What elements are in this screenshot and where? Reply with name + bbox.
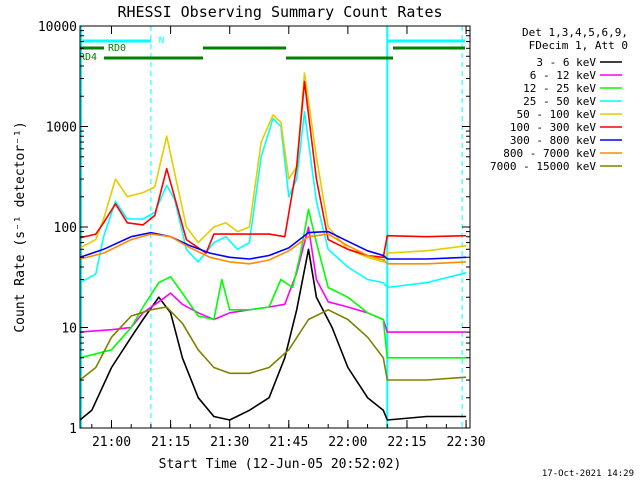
series-line-0 — [79, 248, 467, 421]
x-tick-label: 21:15 — [151, 435, 190, 450]
y-tick-label: 100 — [54, 221, 77, 236]
rd0-label: RD0 — [108, 43, 126, 54]
y-tick-label: 1 — [69, 422, 77, 437]
night-label: N — [159, 36, 164, 46]
rd4-label: RD4 — [79, 52, 97, 63]
series-line-7 — [79, 233, 467, 265]
legend-entry-label: 7000 - 15000 keV — [490, 160, 596, 173]
x-tick-label: 21:30 — [210, 435, 249, 450]
y-tick-label: 10 — [61, 322, 77, 337]
legend-entry-label: 100 - 300 keV — [510, 121, 596, 134]
y-tick-label: 10000 — [38, 20, 77, 35]
series-line-6 — [79, 230, 467, 260]
legend-header-line: Det 1,3,4,5,6,9, — [522, 26, 628, 39]
legend-entry-label: 300 - 800 keV — [510, 134, 596, 147]
x-tick-label: 22:00 — [328, 435, 367, 450]
footer-date: 17-Oct-2021 14:29 — [542, 469, 634, 479]
y-tick-label: 1000 — [46, 121, 77, 136]
legend-entry-label: 6 - 12 keV — [530, 69, 597, 82]
legend: Det 1,3,4,5,6,9,FDecim 1, Att 0 3 - 6 keV… — [490, 26, 628, 173]
series-lines — [79, 72, 467, 421]
legend-entry-label: 800 - 7000 keV — [503, 147, 596, 160]
axes: 21:00 21:15 21:30 21:45 22:00 22:15 22:30 1 10 10… — [38, 20, 486, 450]
series-line-3 — [79, 111, 467, 289]
chart-title: RHESSI Observing Summary Count Rates — [117, 3, 442, 21]
legend-entry-label: 12 - 25 keV — [523, 82, 596, 95]
legend-entry-label: 50 - 100 keV — [517, 108, 597, 121]
legend-entry-label: 3 - 6 keV — [536, 56, 596, 69]
series-line-8 — [79, 306, 467, 381]
x-axis-label: Start Time (12-Jun-05 20:52:02) — [159, 457, 402, 472]
series-line-2 — [79, 208, 467, 359]
legend-header-line: FDecim 1, Att 0 — [529, 39, 628, 52]
legend-entry-label: 25 - 50 keV — [523, 95, 596, 108]
x-tick-label: 22:15 — [387, 435, 426, 450]
x-tick-label: 21:00 — [92, 435, 131, 450]
x-tick-label: 22:30 — [446, 435, 485, 450]
y-axis-label: Count Rate (s⁻¹ detector⁻¹) — [13, 121, 28, 332]
x-tick-label: 21:45 — [269, 435, 308, 450]
